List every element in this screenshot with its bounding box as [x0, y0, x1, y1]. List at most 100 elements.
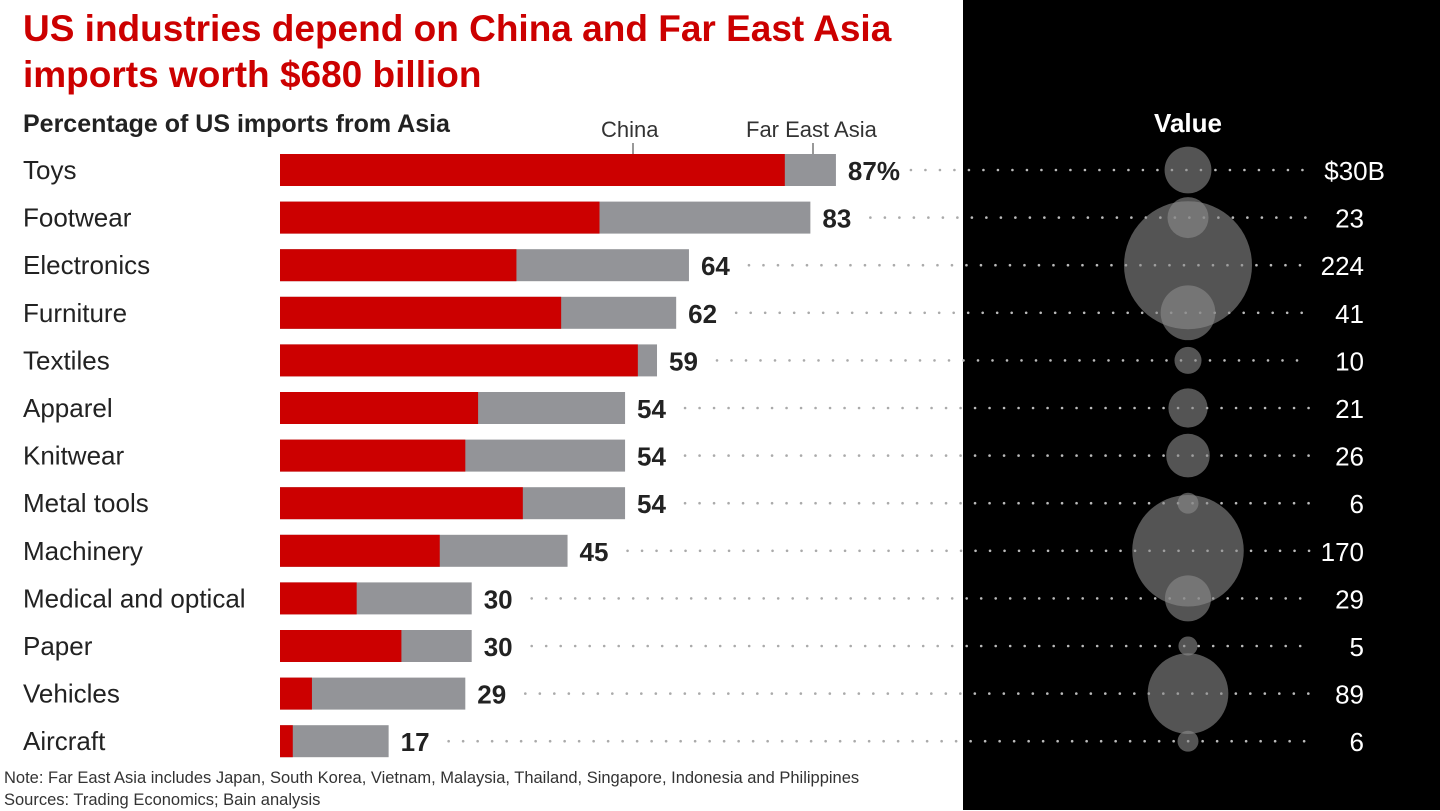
leader-dot — [1153, 644, 1157, 648]
leader-dot — [1040, 168, 1043, 172]
leader-dot — [959, 549, 963, 553]
leader-dot — [1060, 501, 1064, 505]
leader-dot — [952, 311, 955, 315]
leader-dot — [799, 692, 803, 695]
leader-dot — [1060, 692, 1064, 695]
leader-dot — [1114, 739, 1117, 743]
leader-dot — [1136, 359, 1139, 362]
total-label: 62 — [688, 299, 717, 329]
leader-dot — [1147, 454, 1151, 457]
leader-dot — [1118, 501, 1122, 505]
leader-dot — [1162, 406, 1165, 410]
value-label: 41 — [1335, 299, 1364, 329]
leader-dot — [1292, 692, 1296, 695]
bubble-textiles — [1174, 346, 1202, 374]
leader-dot — [1104, 501, 1107, 505]
leader-dot — [836, 311, 839, 315]
leader-dot — [1053, 311, 1057, 315]
leader-dot — [883, 216, 887, 219]
leader-dot — [1061, 549, 1064, 553]
leader-dot — [763, 311, 767, 315]
leader-dot — [770, 501, 774, 505]
leader-dot — [983, 739, 987, 743]
leader-dot — [567, 692, 571, 695]
category-label: Footwear — [23, 203, 132, 233]
leader-dot — [602, 597, 606, 600]
leader-dot — [886, 406, 890, 410]
leader-dot — [1257, 168, 1261, 172]
leader-dot — [1237, 359, 1241, 362]
leader-dot — [1284, 644, 1287, 648]
leader-dot — [886, 692, 890, 695]
leader-dot — [1081, 597, 1084, 600]
leader-dot — [828, 692, 832, 695]
leader-dot — [969, 739, 972, 743]
leader-dot — [956, 216, 959, 219]
leader-dot — [1110, 644, 1113, 648]
category-label: Apparel — [23, 393, 113, 423]
leader-dot — [1133, 692, 1136, 695]
leader-dot — [1075, 406, 1078, 410]
leader-dot — [1284, 597, 1287, 600]
leader-dot — [655, 549, 658, 553]
leader-dot — [785, 454, 788, 457]
leader-dot — [936, 597, 939, 600]
category-label: Electronics — [23, 250, 150, 280]
leader-dot — [741, 406, 745, 410]
leader-dot — [828, 406, 832, 410]
leader-dot — [749, 311, 752, 315]
leader-dot — [1075, 501, 1078, 505]
leader-dot — [1119, 549, 1122, 553]
leader-dot — [1008, 263, 1012, 267]
leader-dot — [998, 739, 1001, 743]
leader-dot — [1140, 311, 1144, 315]
leader-dot — [886, 501, 890, 505]
bubble-machinery — [1132, 495, 1244, 607]
leader-dot — [1234, 406, 1238, 410]
leader-dot — [1272, 168, 1275, 172]
leader-dot — [912, 216, 916, 219]
leader-dot — [863, 597, 867, 600]
leader-dot — [1230, 739, 1233, 743]
note-text: Note: Far East Asia includes Japan, Sout… — [4, 769, 860, 787]
leader-dot — [886, 454, 890, 457]
leader-dot — [762, 597, 765, 600]
leader-dot — [1060, 454, 1064, 457]
leader-dot — [762, 263, 765, 267]
leader-dot — [944, 406, 948, 410]
leader-dot — [829, 549, 832, 553]
leader-dot — [979, 597, 983, 600]
leader-dot — [534, 739, 537, 743]
leader-dot — [1046, 549, 1050, 553]
leader-dot — [930, 454, 933, 457]
leader-dot — [965, 597, 968, 600]
leader-dot — [1133, 406, 1136, 410]
leader-dot — [785, 406, 788, 410]
category-label: Toys — [23, 155, 76, 185]
leader-dot — [530, 644, 533, 648]
leader-dot — [461, 739, 465, 743]
bar-china-toys — [280, 154, 785, 186]
leader-dot — [1304, 216, 1307, 219]
leader-dot — [849, 597, 852, 600]
bar-china-knitwear — [280, 439, 466, 472]
leader-dot — [1118, 406, 1122, 410]
leader-dot — [1086, 216, 1090, 219]
leader-dot — [1085, 739, 1088, 743]
sources-text: Sources: Trading Economics; Bain analysi… — [4, 791, 321, 809]
leader-dot — [1037, 263, 1041, 267]
leader-dot — [981, 311, 984, 315]
leader-dot — [698, 692, 701, 695]
leader-dot — [684, 549, 687, 553]
leader-dot — [548, 739, 552, 743]
leader-dot — [1249, 501, 1252, 505]
category-label: Aircraft — [23, 726, 106, 756]
leader-dot — [1052, 597, 1055, 600]
leader-dot — [872, 454, 875, 457]
leader-dot — [814, 501, 817, 505]
leader-dot — [1095, 644, 1099, 648]
leader-dot — [1293, 549, 1296, 553]
value-label: 5 — [1350, 632, 1364, 662]
leader-dot — [909, 168, 913, 172]
